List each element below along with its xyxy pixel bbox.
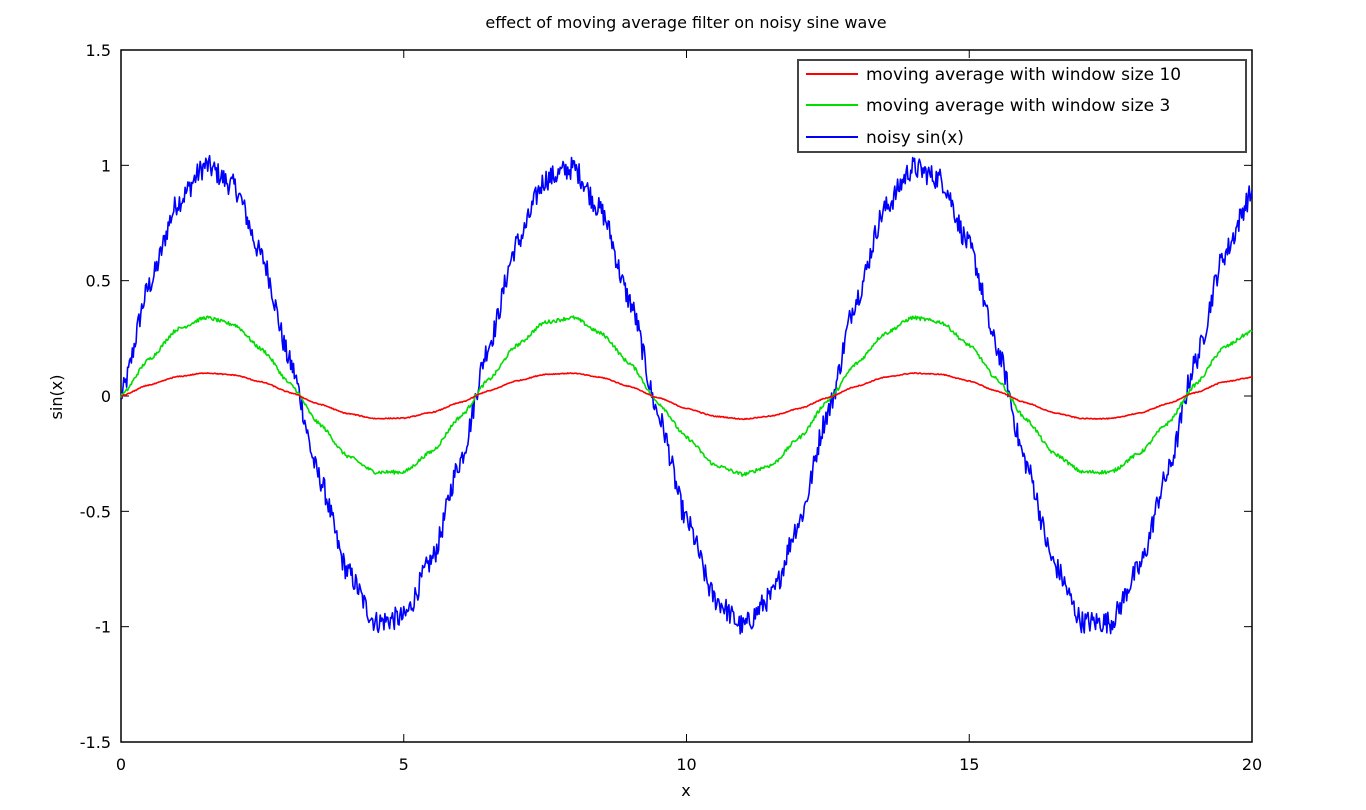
legend-label-window-3: moving average with window size 3 bbox=[866, 96, 1170, 116]
x-tick-label: 5 bbox=[399, 755, 409, 774]
y-tick-label: -1 bbox=[95, 618, 111, 637]
y-axis-label: sin(x) bbox=[47, 375, 66, 420]
x-axis-label: x bbox=[681, 781, 690, 800]
y-axis-ticks: -1.5 -1 -0.5 0 0.5 1 1.5 bbox=[80, 41, 1252, 752]
y-tick-label: -1.5 bbox=[80, 733, 111, 752]
legend: moving average with window size 10 movin… bbox=[797, 59, 1247, 153]
chart-title: effect of moving average filter on noisy… bbox=[485, 13, 886, 32]
y-tick-label: 1 bbox=[101, 156, 111, 175]
x-tick-label: 10 bbox=[676, 755, 696, 774]
y-tick-label: 1.5 bbox=[86, 41, 111, 60]
y-tick-label: 0 bbox=[101, 387, 111, 406]
y-tick-label: -0.5 bbox=[80, 502, 111, 521]
series-line-window-10 bbox=[120, 371, 1253, 421]
x-axis-ticks: 0 5 10 15 20 bbox=[116, 50, 1262, 774]
series-line-noisy-sin bbox=[120, 154, 1253, 635]
legend-label-noisy: noisy sin(x) bbox=[866, 128, 964, 148]
legend-box bbox=[797, 59, 1247, 153]
y-tick-label: 0.5 bbox=[86, 272, 111, 291]
x-tick-label: 15 bbox=[959, 755, 979, 774]
x-tick-label: 20 bbox=[1242, 755, 1262, 774]
series-layer bbox=[120, 154, 1253, 635]
series-line-window-3 bbox=[120, 315, 1253, 477]
plot-frame bbox=[120, 49, 1253, 743]
legend-label-window-10: moving average with window size 10 bbox=[866, 65, 1181, 85]
x-tick-label: 0 bbox=[116, 755, 126, 774]
